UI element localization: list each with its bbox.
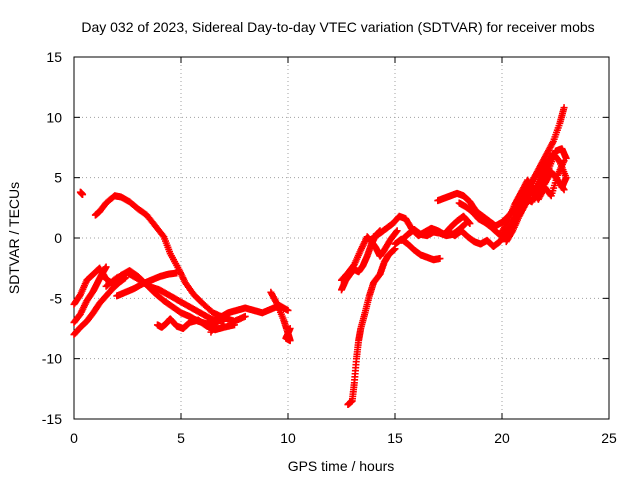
data-point-marker: [560, 157, 568, 165]
y-tick-label: -15: [42, 411, 62, 427]
data-point-marker: [241, 312, 249, 320]
x-tick-label: 0: [70, 430, 78, 446]
data-point-marker: [436, 255, 444, 263]
y-tick-label: 10: [46, 109, 62, 125]
series-arc-13: [338, 227, 401, 284]
x-tick-label: 15: [387, 430, 403, 446]
x-tick-label: 25: [601, 430, 617, 446]
y-axis-label: SDTVAR / TECUs: [6, 182, 22, 294]
x-tick-label: 20: [494, 430, 510, 446]
data-point-marker: [560, 104, 568, 112]
series-arc-10: [267, 288, 294, 345]
x-axis-label: GPS time / hours: [288, 458, 395, 474]
data-marks: [70, 104, 570, 409]
x-tick-label: 5: [177, 430, 185, 446]
series-arc-1: [76, 188, 87, 199]
data-point-marker: [102, 263, 110, 271]
data-point-marker: [549, 139, 557, 147]
series-arc-12: [338, 227, 384, 294]
series-arc-5: [70, 274, 129, 339]
axis-ticks: [73, 56, 610, 420]
grid: [74, 57, 609, 419]
data-point-marker: [462, 220, 470, 228]
y-tick-label: 5: [54, 170, 62, 186]
series-arc-21: [502, 157, 568, 246]
y-tick-labels: -15 -10 -5 0 5 10 15: [42, 49, 62, 427]
y-tick-label: -5: [50, 290, 63, 306]
series-arc-20: [498, 150, 570, 236]
y-tick-label: 15: [46, 49, 62, 65]
data-point-marker: [284, 306, 292, 314]
x-tick-labels: 0 5 10 15 20 25: [70, 430, 617, 446]
data-point-marker: [558, 183, 566, 191]
data-point-marker: [173, 269, 181, 277]
data-point-marker: [393, 227, 401, 235]
data-point-marker: [220, 317, 228, 325]
series-arc-8: [153, 315, 238, 334]
y-tick-label: -10: [42, 351, 62, 367]
data-point-marker: [286, 325, 294, 332]
series-arc-2: [91, 192, 249, 325]
series-arc-4: [70, 263, 110, 326]
series-arc-11: [344, 245, 399, 409]
data-point-marker: [392, 228, 400, 236]
data-point-marker: [465, 219, 473, 227]
x-tick-label: 10: [280, 430, 296, 446]
series-arc-7: [102, 269, 228, 325]
chart-title: Day 032 of 2023, Sidereal Day-to-day VTE…: [81, 19, 594, 35]
y-tick-label: 0: [54, 230, 62, 246]
data-point-marker: [231, 321, 238, 329]
data-point-marker: [79, 191, 87, 199]
